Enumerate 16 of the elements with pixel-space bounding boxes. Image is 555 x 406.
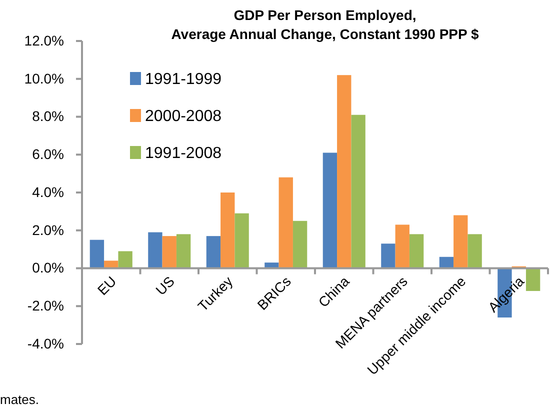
y-tick-label: 8.0% bbox=[32, 108, 64, 124]
y-tick-label: 6.0% bbox=[32, 146, 64, 162]
y-tick-label: -2.0% bbox=[27, 298, 64, 314]
legend-label: 2000-2008 bbox=[145, 108, 222, 125]
y-tick-label: 12.0% bbox=[24, 32, 64, 48]
chart-title: GDP Per Person Employed, Average Annual Change, Constant 1990 PPP $ bbox=[171, 7, 479, 42]
x-tick-label: US bbox=[152, 273, 178, 298]
y-tick-label: 2.0% bbox=[32, 222, 64, 238]
legend-label: 1991-1999 bbox=[145, 71, 222, 88]
y-tick-label: 10.0% bbox=[24, 70, 64, 86]
y-tick-label: 0.0% bbox=[32, 260, 64, 276]
legend-label: 1991-2008 bbox=[145, 145, 222, 162]
text: mates. bbox=[0, 392, 40, 406]
y-tick-label: 4.0% bbox=[32, 184, 64, 200]
x-tick-label: EU bbox=[94, 273, 120, 298]
y-tick-label: -4.0% bbox=[27, 335, 64, 352]
